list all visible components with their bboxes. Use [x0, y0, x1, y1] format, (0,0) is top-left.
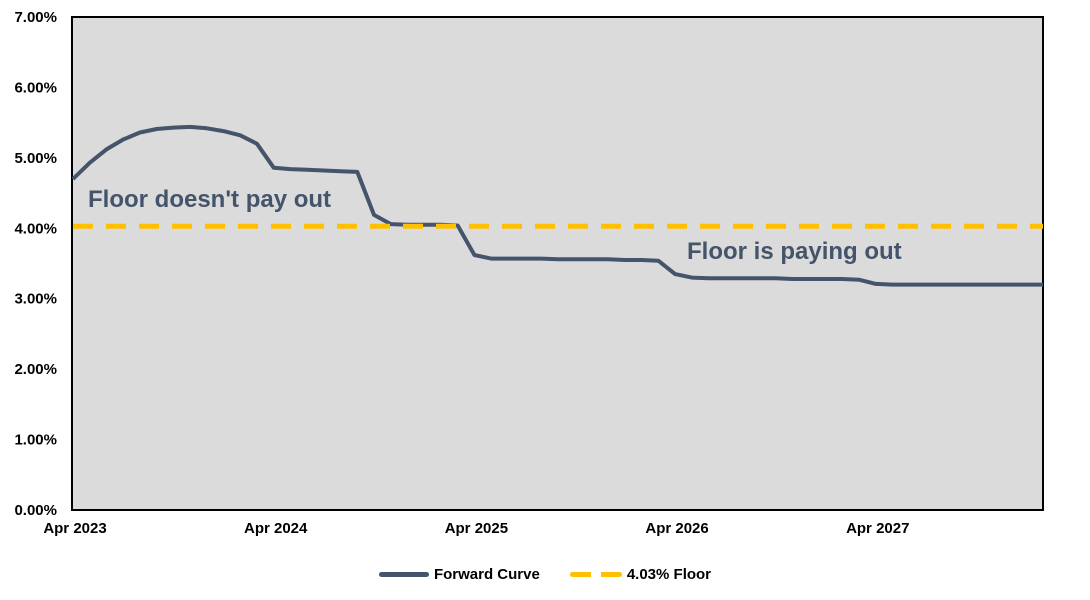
forward-curve-line-swatch	[378, 571, 429, 577]
x-axis-tick-label: Apr 2024	[244, 520, 308, 537]
y-axis-tick-label: 1.00%	[14, 432, 57, 449]
forward-curve-line	[71, 124, 1043, 287]
x-axis-tick-label: Apr 2026	[645, 520, 708, 537]
legend-item-forward-curve: Forward Curve	[378, 565, 540, 583]
y-axis-tick-label: 7.00%	[14, 9, 57, 26]
x-axis-tick-label: Apr 2023	[43, 520, 106, 537]
y-axis-tick-label: 2.00%	[14, 361, 57, 378]
legend-item-floor: 4.03% Floor	[569, 565, 712, 583]
y-axis-tick-label: 5.00%	[14, 150, 57, 167]
y-axis-tick-label: 4.00%	[14, 220, 57, 237]
legend-label-floor: 4.03% Floor	[626, 565, 712, 583]
x-axis-labels: Apr 2023 Apr 2024 Apr 2025 Apr 2026 Apr 2027	[43, 520, 909, 537]
floor-dash-swatch	[569, 571, 622, 577]
y-axis-labels: 0.00% 1.00% 2.00% 3.00% 4.00% 5.00% 6.00% 7.00%	[14, 9, 57, 519]
y-axis-tick-label: 6.00%	[14, 79, 57, 96]
y-axis-tick-label: 3.00%	[14, 291, 57, 308]
legend: Forward Curve 4.03% Floor	[0, 562, 1090, 586]
x-axis-tick-label: Apr 2025	[445, 520, 508, 537]
annotation-floor-is-paying-out: Floor is paying out	[687, 238, 902, 265]
plot-area	[71, 16, 1044, 511]
annotation-floor-doesnt-pay-out: Floor doesn't pay out	[88, 186, 332, 213]
x-axis-tick-label: Apr 2027	[846, 520, 909, 537]
legend-label-forward-curve: Forward Curve	[433, 565, 540, 583]
y-axis-tick-label: 0.00%	[14, 502, 57, 519]
